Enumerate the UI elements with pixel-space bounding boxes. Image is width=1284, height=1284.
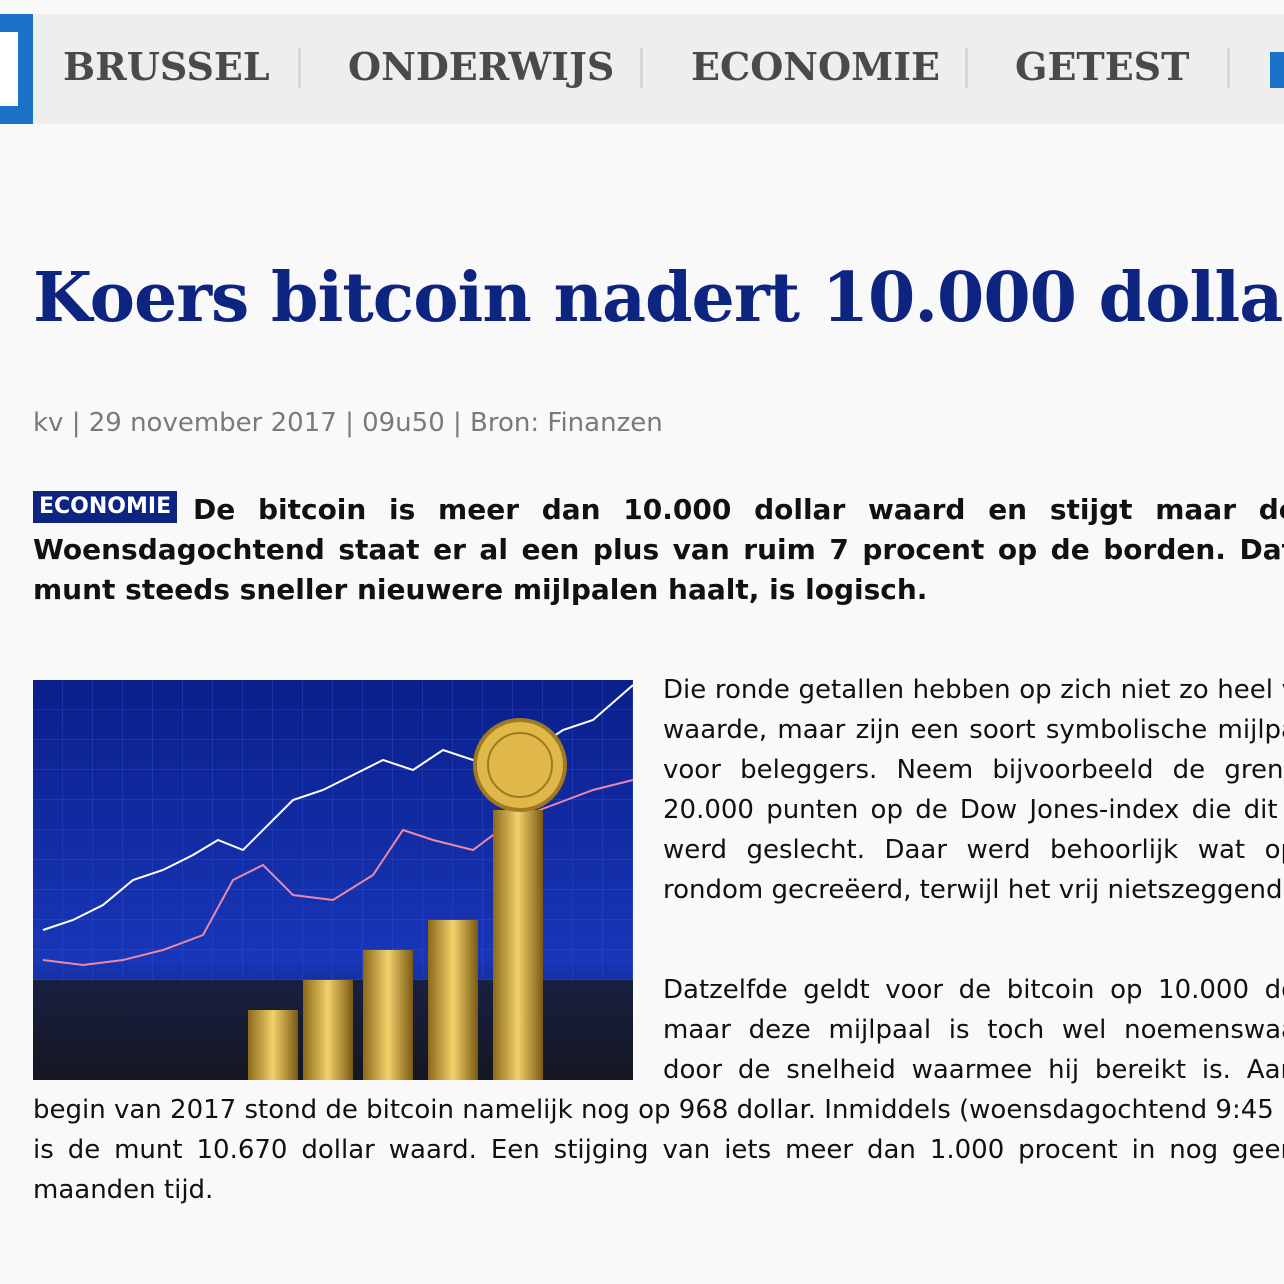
nav-more[interactable] — [1270, 52, 1284, 88]
nav-bar: BRUSSEL ONDERWIJS ECONOMIE GETEST — [0, 14, 1284, 124]
lead-line: munt steeds sneller nieuwere mijlpalen h… — [33, 573, 928, 606]
nav-separator — [1227, 48, 1230, 88]
body-line: werd geslecht. Daar werd behoorlijk wat … — [663, 835, 1284, 865]
nav-separator — [298, 48, 301, 88]
body-line: rondom gecreëerd, terwijl het vrij niets… — [663, 875, 1284, 905]
nav-separator — [965, 48, 968, 88]
article-image — [33, 680, 633, 1080]
body-line: voor beleggers. Neem bijvoorbeeld de gre… — [663, 755, 1284, 785]
nav-link[interactable]: ECONOMIE — [691, 44, 940, 89]
body-line: 20.000 punten op de Dow Jones-index die … — [663, 795, 1284, 825]
body-line: waarde, maar zijn een soort symbolische … — [663, 715, 1284, 745]
body-line: is de munt 10.670 dollar waard. Een stij… — [33, 1135, 1284, 1165]
nav-link[interactable]: GETEST — [1015, 44, 1190, 89]
article-title: Koers bitcoin nadert 10.000 dollar — [33, 258, 1284, 338]
article-meta: kv | 29 november 2017 | 09u50 | Bron: Fi… — [33, 408, 663, 438]
nav-separator — [640, 48, 643, 88]
lead-line: Woensdagochtend staat er al een plus van… — [33, 533, 1284, 566]
body-line: Datzelfde geldt voor de bitcoin op 10.00… — [663, 975, 1284, 1005]
body-line: door de snelheid waarmee hij bereikt is.… — [663, 1055, 1284, 1085]
body-line: Die ronde getallen hebben op zich niet z… — [663, 675, 1284, 705]
body-line: maar deze mijlpaal is toch wel noemenswa… — [663, 1015, 1284, 1045]
body-line: begin van 2017 stond de bitcoin namelijk… — [33, 1095, 1284, 1125]
category-badge[interactable]: ECONOMIE — [33, 491, 178, 523]
body-line: maanden tijd. — [33, 1175, 214, 1205]
nav-link[interactable]: BRUSSEL — [63, 44, 270, 89]
lead-line: De bitcoin is meer dan 10.000 dollar waa… — [193, 493, 1284, 526]
logo[interactable] — [0, 14, 33, 124]
nav-link[interactable]: ONDERWIJS — [348, 44, 615, 89]
